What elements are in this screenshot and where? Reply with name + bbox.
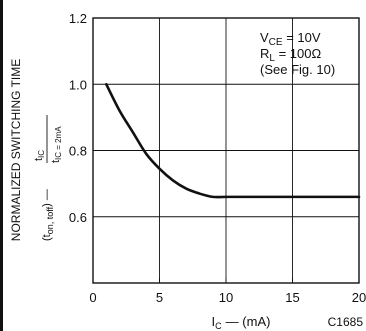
x-tick-label-4: 20 <box>352 290 366 305</box>
x-tick-label-1: 5 <box>156 290 163 305</box>
series-layer <box>105 82 361 199</box>
x-tick-label-0: 0 <box>89 290 96 305</box>
grid <box>93 18 359 283</box>
x-tick-labels: 0 5 10 15 20 <box>89 290 366 305</box>
annotation-rl: RL = 100Ω <box>260 46 321 64</box>
x-axis-label-main: I <box>212 314 216 329</box>
y-axis-formula: (ton, toff) — tIC tIC = 2mA <box>33 115 63 241</box>
annotation-vce: VCE = 10V <box>260 30 321 48</box>
y-tick-label-0: 0.6 <box>69 210 87 225</box>
x-tick-label-2: 10 <box>219 290 233 305</box>
y-axis-formula-left: (ton, toff) — <box>41 189 55 241</box>
series-line-0 <box>105 82 361 199</box>
ticks <box>92 278 360 283</box>
y-tick-label-2: 1.0 <box>69 77 87 92</box>
y-tick-label-3: 1.2 <box>69 11 87 26</box>
annotation-see-fig: (See Fig. 10) <box>260 62 335 77</box>
y-axis-title: NORMALIZED SWITCHING TIME <box>9 59 23 241</box>
y-axis-frac-den: tIC = 2mA <box>50 126 63 163</box>
x-axis-label-sub: C <box>215 321 222 331</box>
y-tick-labels: 0.6 0.8 1.0 1.2 <box>69 11 87 225</box>
x-axis-label: IC — (mA) <box>212 314 271 331</box>
y-tick-label-1: 0.8 <box>69 144 87 159</box>
x-tick-label-3: 15 <box>285 290 299 305</box>
y-axis-label: NORMALIZED SWITCHING TIME (ton, toff) — … <box>9 59 63 241</box>
y-axis-frac-num: tIC <box>33 150 46 161</box>
annotation: VCE = 10V RL = 100Ω (See Fig. 10) <box>260 30 335 77</box>
x-axis-label-unit: — (mA) <box>226 314 271 329</box>
figure-code: C1685 <box>328 315 364 329</box>
